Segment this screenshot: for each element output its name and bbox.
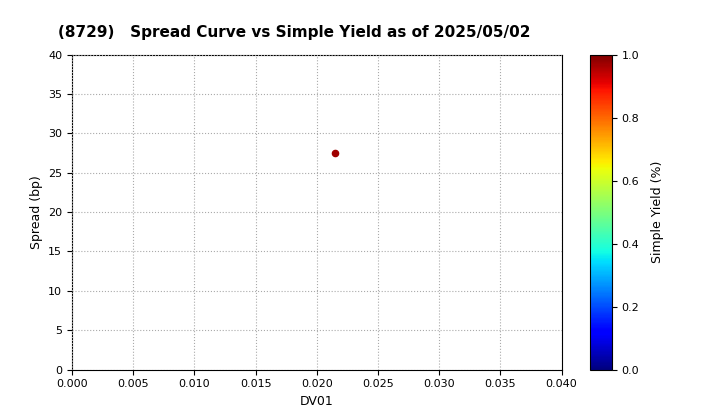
Text: (8729)   Spread Curve vs Simple Yield as of 2025/05/02: (8729) Spread Curve vs Simple Yield as o…	[58, 25, 530, 40]
X-axis label: DV01: DV01	[300, 395, 333, 408]
Point	[329, 150, 341, 156]
Y-axis label: Simple Yield (%): Simple Yield (%)	[651, 161, 664, 263]
Y-axis label: Spread (bp): Spread (bp)	[30, 175, 42, 249]
